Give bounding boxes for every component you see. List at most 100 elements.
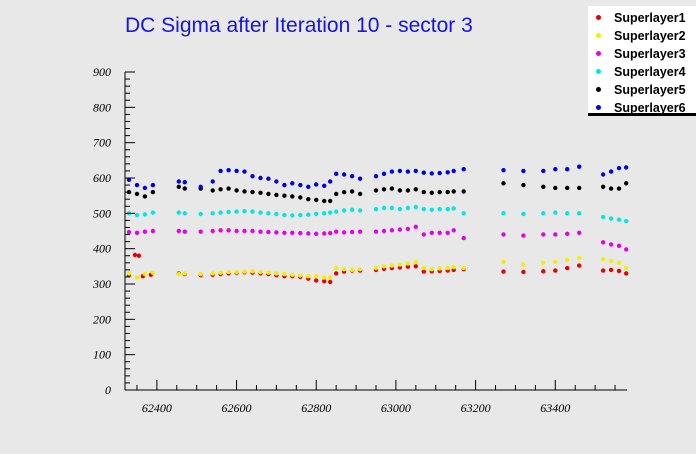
x-tick-label-1: 62600	[222, 401, 252, 415]
superlayer5-point-11	[242, 189, 247, 194]
superlayer3-point-40	[521, 233, 526, 238]
superlayer4-point-21	[322, 211, 327, 216]
superlayer5-point-44	[577, 185, 582, 191]
superlayer6-point-41	[541, 168, 546, 174]
superlayer6-point-4	[176, 179, 181, 184]
superlayer4-point-7	[210, 211, 215, 216]
superlayer6-point-22	[328, 179, 333, 184]
superlayer4-point-23	[334, 209, 339, 214]
superlayer2-point-39	[501, 259, 506, 265]
x-tick-label-4: 63200	[461, 401, 491, 415]
legend-marker-superlayer4	[596, 69, 601, 74]
superlayer5-point-37	[451, 189, 456, 194]
superlayer5-point-42	[553, 185, 558, 191]
superlayer6-point-27	[373, 174, 379, 179]
superlayer3-point-48	[624, 247, 629, 252]
superlayer4-point-26	[357, 208, 363, 213]
superlayer3-point-10	[234, 228, 239, 234]
superlayer2-point-20	[314, 274, 319, 279]
superlayer5-point-25	[349, 189, 355, 194]
superlayer2-point-29	[389, 263, 395, 268]
superlayer6-point-26	[357, 176, 363, 181]
x-tick-label-5: 63400	[540, 401, 570, 415]
superlayer5-point-7	[210, 188, 215, 193]
superlayer5-point-38	[461, 189, 466, 194]
superlayer4-point-5	[182, 211, 187, 216]
legend-label-superlayer6: Superlayer6	[614, 101, 686, 115]
superlayer3-point-34	[429, 230, 434, 235]
superlayer2-point-17	[290, 272, 295, 277]
superlayer4-point-25	[349, 207, 355, 212]
superlayer1-point-34	[421, 269, 426, 274]
superlayer2-point-31	[405, 261, 411, 266]
superlayer5-point-35	[437, 189, 442, 195]
superlayer4-point-45	[600, 214, 606, 220]
superlayer2-point-41	[541, 260, 546, 265]
superlayer6-point-7	[210, 179, 215, 184]
superlayer6-point-14	[266, 176, 271, 181]
x-tick-label-0: 62400	[142, 401, 172, 415]
superlayer2-point-22	[328, 275, 333, 280]
superlayer4-point-38	[461, 211, 466, 216]
superlayer3-point-0	[126, 229, 132, 235]
superlayer3-point-16	[282, 230, 287, 235]
superlayer2-point-3	[150, 270, 156, 275]
superlayer5-point-5	[182, 186, 187, 191]
y-tick-label-1: 100	[93, 348, 111, 362]
superlayer4-point-43	[565, 211, 570, 216]
superlayer5-point-19	[306, 197, 311, 202]
superlayer4-point-18	[298, 212, 303, 218]
superlayer3-point-32	[413, 224, 418, 229]
superlayer1-point-2	[136, 253, 142, 258]
superlayer2-point-4	[176, 271, 181, 277]
superlayer3-point-26	[357, 229, 363, 234]
superlayer6-point-38	[461, 167, 466, 172]
superlayer6-point-16	[282, 182, 287, 188]
superlayer6-point-46	[608, 169, 614, 174]
superlayer3-point-43	[565, 231, 570, 236]
superlayer4-point-2	[142, 212, 148, 217]
superlayer6-point-37	[451, 168, 456, 174]
y-tick-label-7: 700	[93, 136, 111, 150]
superlayer6-point-31	[405, 169, 411, 174]
superlayer2-point-18	[298, 273, 303, 278]
superlayer1-point-33	[413, 264, 418, 269]
superlayer3-point-47	[616, 243, 622, 248]
superlayer2-point-27	[373, 265, 379, 271]
superlayer1-point-1	[132, 252, 138, 258]
superlayer3-point-15	[274, 230, 279, 235]
superlayer6-point-42	[553, 167, 558, 172]
superlayer4-point-20	[314, 211, 319, 217]
superlayer4-point-34	[429, 207, 434, 212]
y-tick-label-3: 300	[92, 277, 111, 291]
superlayer4-point-12	[250, 209, 255, 214]
superlayer4-point-27	[373, 206, 379, 212]
superlayer6-point-32	[413, 168, 418, 174]
superlayer2-point-13	[258, 269, 263, 275]
y-tick-label-0: 0	[105, 383, 111, 397]
superlayer6-point-20	[314, 182, 319, 187]
superlayer5-point-17	[290, 194, 295, 199]
superlayer4-point-3	[150, 210, 156, 215]
superlayer5-point-45	[600, 184, 606, 189]
superlayer4-point-14	[266, 211, 271, 216]
superlayer2-point-15	[274, 271, 279, 276]
superlayer2-point-5	[182, 271, 187, 276]
superlayer3-point-39	[501, 232, 506, 237]
superlayer1-point-43	[553, 268, 558, 273]
superlayer5-point-30	[397, 188, 403, 193]
superlayer2-point-23	[334, 265, 339, 271]
superlayer6-point-11	[242, 169, 247, 174]
superlayer6-point-1	[134, 182, 140, 188]
superlayer2-point-21	[322, 275, 327, 280]
superlayer2-point-35	[437, 266, 442, 271]
superlayer6-point-36	[445, 170, 450, 175]
superlayer2-point-48	[624, 265, 629, 271]
superlayer2-point-38	[461, 265, 466, 271]
superlayer6-point-35	[437, 170, 442, 176]
superlayer6-point-0	[126, 177, 132, 182]
superlayer1-point-44	[565, 265, 570, 271]
superlayer2-point-1	[134, 275, 140, 280]
superlayer5-point-24	[341, 189, 347, 195]
superlayer3-point-1	[134, 230, 140, 235]
